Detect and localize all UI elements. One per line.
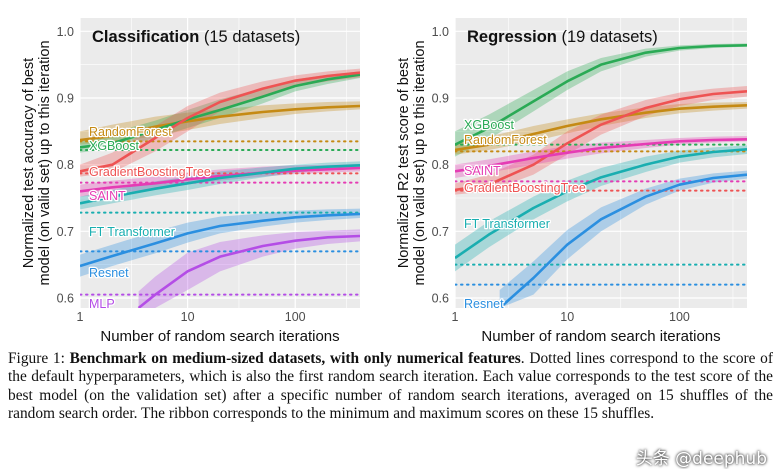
series-label-saint: SAINT (89, 189, 126, 203)
ribbon-resnet (499, 170, 747, 308)
plot-body (80, 68, 360, 308)
x-tick-label: 100 (669, 310, 690, 324)
series-line-saint (80, 166, 360, 193)
figure-caption: Figure 1: Benchmark on medium-sized data… (8, 350, 773, 423)
ribbon-randomforest (455, 102, 747, 155)
series-label-ft-transformer: FT Transformer (464, 217, 550, 231)
y-tick-label: 1.0 (57, 25, 74, 39)
y-axis-label-line-2: model (on valid set) up to this iteratio… (412, 40, 428, 285)
series-line-gradientboostingtree (455, 90, 747, 192)
chart-title-bold: Classification (92, 28, 199, 46)
watermark-text: 头条 @deephub (635, 449, 767, 469)
x-tick-label: 1 (452, 310, 459, 324)
y-tick-label: 1.0 (432, 25, 449, 39)
caption-text: . Dotted lines correspond to the score o… (8, 350, 774, 422)
figure-plots: 0.60.70.80.91.01 10 100RandomForestXGBoost… (21, 18, 747, 345)
series-line-randomforest (455, 104, 747, 152)
series-line-xgboost (80, 73, 360, 149)
y-axis-label-line-2: model (on valid set) up to this iteratio… (37, 40, 53, 285)
series-label-xgboost: XGBoost (89, 139, 140, 153)
chart-title-rest: (19 datasets) (557, 28, 658, 46)
y-tick-label: 0.8 (57, 158, 74, 172)
ribbon-randomforest (80, 101, 360, 145)
series-line-resnet (498, 173, 747, 308)
series-line-gradientboostingtree (80, 71, 360, 173)
y-tick-label: 0.9 (57, 92, 74, 106)
series-line-mlp (137, 234, 360, 308)
series-label-resnet: Resnet (464, 297, 504, 311)
x-tick-label: 100 (285, 310, 306, 324)
series-label-mlp: MLP (89, 297, 115, 311)
series-line-resnet (80, 212, 360, 268)
ribbon-gradientboostingtree (80, 68, 360, 177)
series-label-gradientboostingtree: GradientBoostingTree (89, 165, 211, 179)
y-tick-label: 0.6 (432, 292, 449, 306)
x-tick-label: 1 (77, 310, 84, 324)
y-tick-label: 0.8 (432, 158, 449, 172)
plot-background (80, 18, 360, 308)
x-tick-label: 10 (181, 310, 195, 324)
series-label-randomforest: RandomForest (89, 125, 172, 139)
y-axis-label-line-1: Normalized R2 test score of best (396, 58, 412, 268)
chart-panel-classification: 0.6 0.7 0.8 0.9 1.0 1 10 100 RandomForestXGBoost… (21, 18, 360, 345)
y-axis-label-line-1: Normalized test accuracy of best (21, 58, 37, 268)
series-label-randomforest: RandomForest (464, 133, 547, 147)
series-label-gradientboostingtree: GradientBoostingTree (464, 181, 586, 195)
series-line-xgboost (455, 44, 747, 146)
x-axis-label: Number of random search iterations (481, 328, 720, 345)
y-tick-label: 0.6 (57, 292, 74, 306)
chart-title-rest: (15 datasets) (199, 28, 300, 46)
y-tick-label: 0.7 (57, 225, 74, 239)
series-label-resnet: Resnet (89, 266, 129, 280)
y-tick-label: 0.9 (432, 92, 449, 106)
chart-title: Regression (19 datasets) (467, 28, 658, 46)
caption-label: Figure 1: (8, 350, 65, 367)
chart-panel-regression: 0.6 0.7 0.8 0.9 1.0 1 10 100 XGBoostRandomForest… (396, 18, 747, 345)
series-label-xgboost: XGBoost (464, 118, 515, 132)
ribbon-ft-transformer (455, 145, 747, 272)
caption-bold-title: Benchmark on medium-sized datasets, with… (69, 350, 521, 367)
x-tick-label: 10 (560, 310, 574, 324)
series-line-ft-transformer (80, 164, 360, 205)
series-line-ft-transformer (455, 148, 747, 260)
series-label-ft-transformer: FT Transformer (89, 225, 175, 239)
series-line-randomforest (80, 104, 360, 142)
y-tick-label: 0.7 (432, 225, 449, 239)
chart-title: Classification (15 datasets) (92, 28, 300, 46)
series-line-saint (455, 138, 747, 173)
series-label-saint: SAINT (464, 164, 501, 178)
chart-title-bold: Regression (467, 28, 557, 46)
plot-body (455, 43, 747, 308)
x-axis-label: Number of random search iterations (100, 328, 339, 345)
